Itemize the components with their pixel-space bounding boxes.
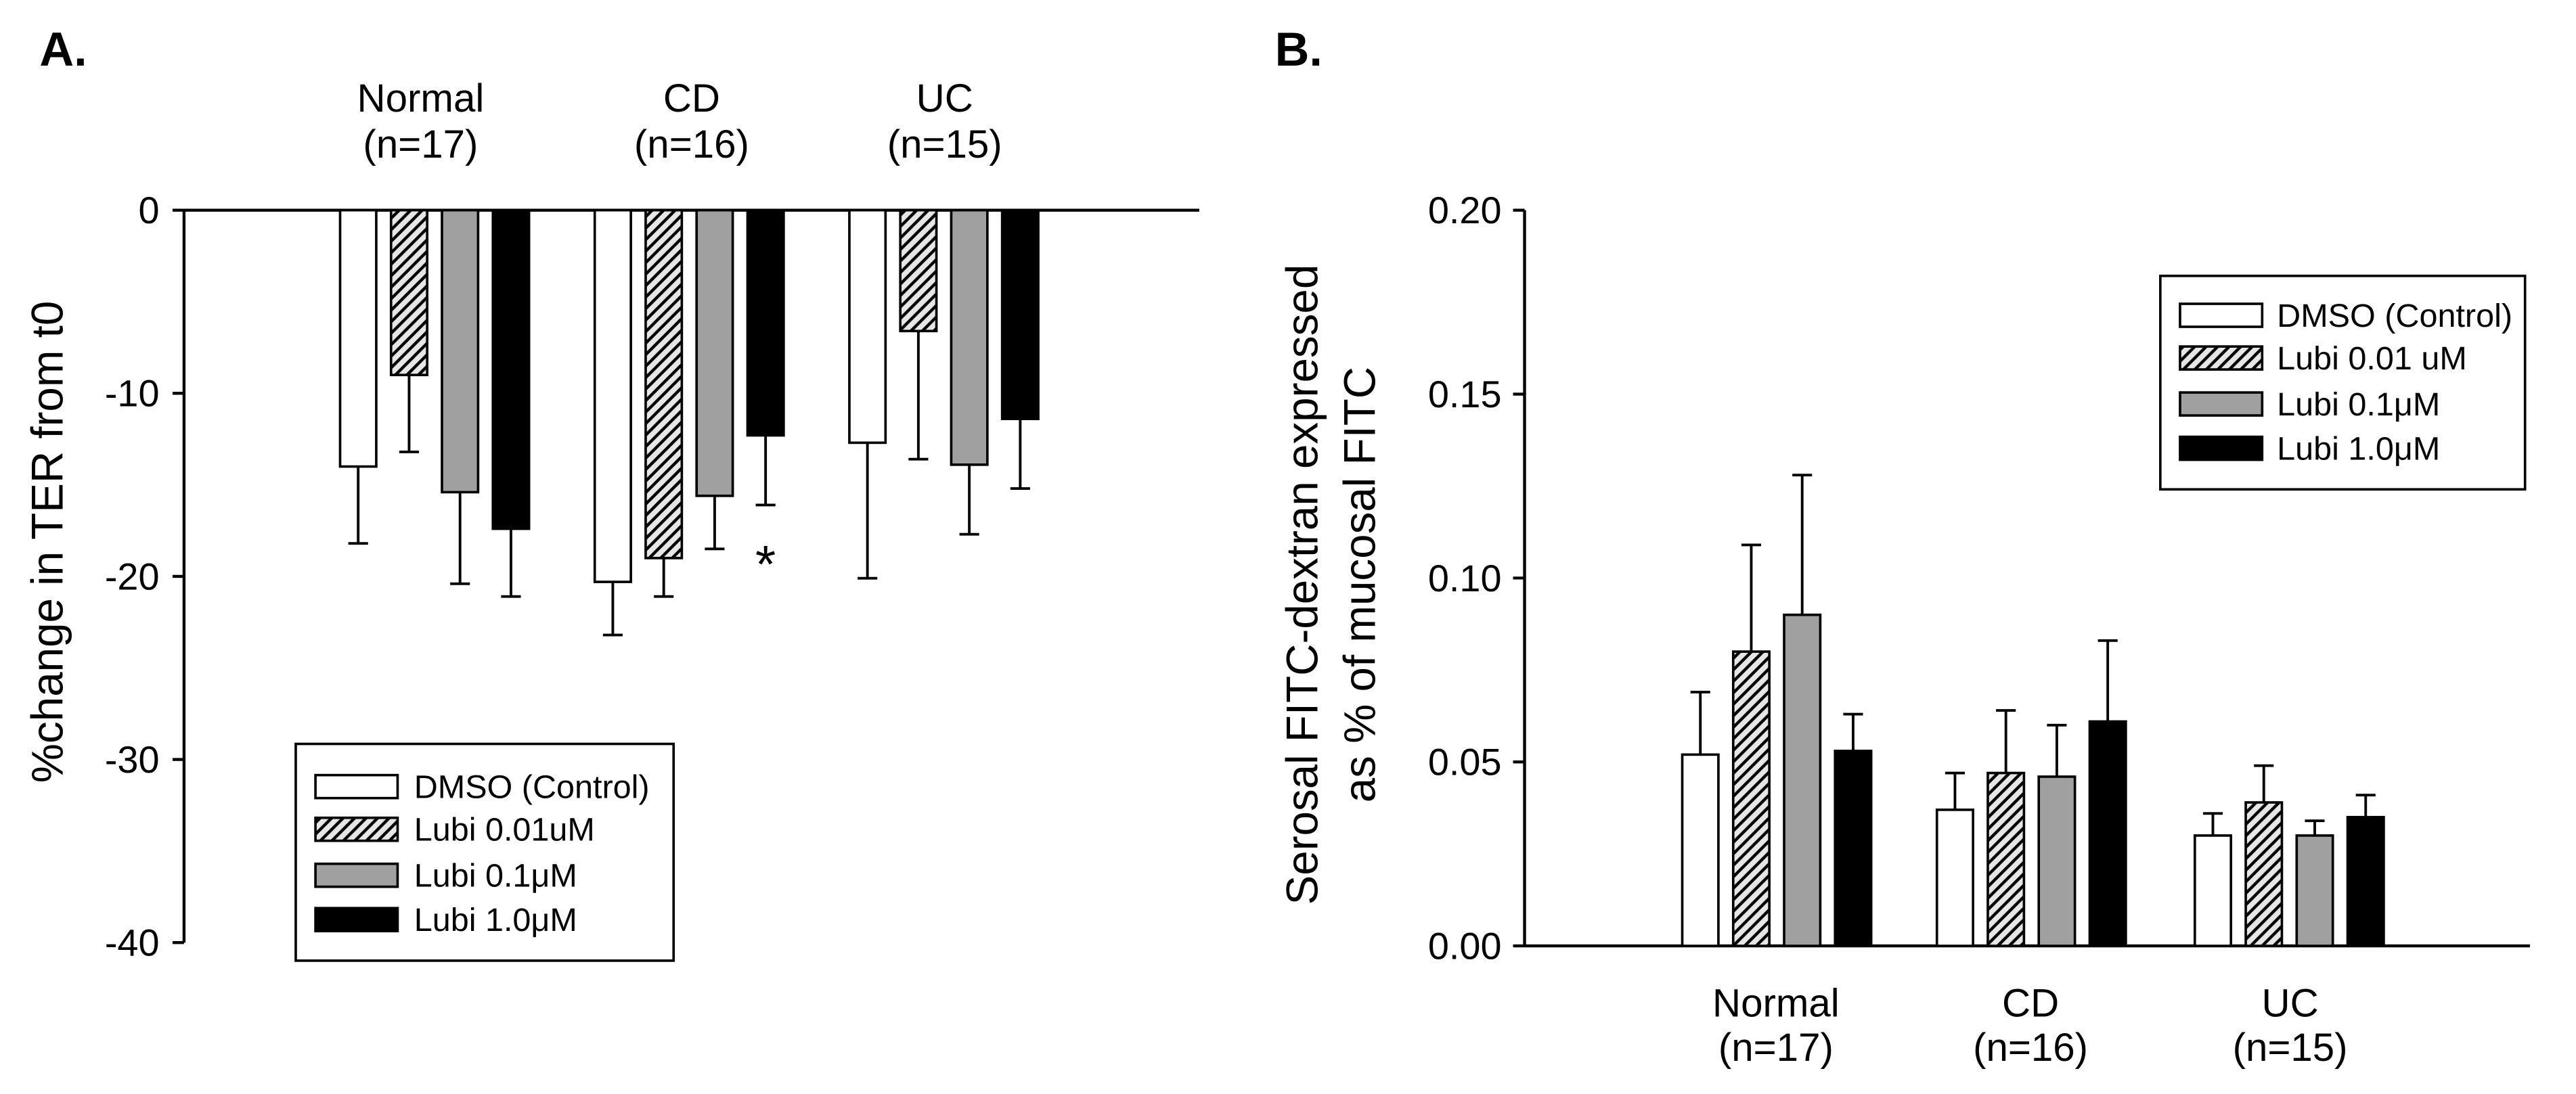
legend-swatch-lubi-0-1um [314,862,399,888]
legend-label-dmso-control: DMSO (Control) [2277,298,2512,334]
legend-swatch-lubi-1-0um [2179,435,2264,461]
bar-uc-dmso-control [2193,834,2233,947]
category-label-normal: Normal [357,76,485,120]
category-n-label-normal: (n=17) [363,122,478,166]
bar-cd-lubi-0-01-um [1986,771,2026,947]
bar-cd-dmso-control [593,208,632,583]
bar-uc-lubi-0-1um [950,208,989,466]
legend-label-lubi-1-0um: Lubi 1.0μM [2277,431,2440,468]
legend-swatch-lubi-0-01-um [2179,345,2264,371]
category-n-label-uc: (n=15) [887,122,1002,166]
legend-swatch-lubi-1-0um [314,907,399,933]
y-tick-label: 0.20 [1428,189,1502,231]
bar-normal-lubi-0-1um [441,208,480,494]
category-label-cd: CD [663,76,720,120]
y-tick-label: -10 [105,372,160,415]
bar-cd-dmso-control [1935,808,1974,947]
category-label-normal: Normal [1712,981,1840,1025]
legend-label-lubi-0-01-um: Lubi 0.01 uM [2277,340,2467,377]
y-axis-title: as % of mucosal FITC [1335,367,1385,802]
bar-uc-lubi-0-01um [899,208,938,333]
bar-normal-lubi-0-1um [1783,613,1822,947]
panel-label: A. [39,22,87,76]
bar-cd-lubi-0-01um [644,208,684,560]
y-tick-label: 0.15 [1428,373,1502,415]
legend-label-lubi-1-0um: Lubi 1.0μM [414,902,577,938]
panel-a: A. 0 -10 -20 -30 -40 %change in TER from t0 Nor… [22,22,1199,964]
category-label-uc: UC [2262,981,2319,1025]
y-tick-label: 0 [138,189,159,231]
y-tick-label: 0.00 [1428,924,1502,967]
y-tick-label: -40 [105,921,160,964]
legend-label-dmso-control: DMSO (Control) [414,769,650,806]
bar-uc-dmso-control [848,208,887,445]
bar-uc-lubi-0-1um [2295,834,2334,947]
bar-cd-lubi-1-0um [746,208,785,437]
legend-label-lubi-0-1um: Lubi 0.1μM [2277,386,2440,423]
legend-swatch-dmso-control [2179,302,2264,328]
legend-label-lubi-0-1um: Lubi 0.1μM [414,858,577,894]
category-label-cd: CD [2002,981,2059,1025]
bar-normal-lubi-1-0um [1834,750,1873,947]
y-axis-title: Serosal FITC-dextran expressed [1278,265,1327,905]
category-n-label-uc: (n=15) [2233,1026,2348,1070]
bar-normal-dmso-control [338,208,378,468]
bar-cd-lubi-0-1um [2037,775,2077,947]
bar-normal-lubi-1-0um [491,208,531,530]
significance-asterisk: * [755,535,776,593]
bar-normal-dmso-control [1681,753,1720,947]
y-axis-title: %change in TER from t0 [22,301,72,783]
legend-swatch-lubi-0-01um [314,816,399,842]
y-tick-label: 0.10 [1428,557,1502,599]
bar-normal-lubi-0-01um [389,208,428,377]
y-tick-label: 0.05 [1428,741,1502,783]
y-tick-label: -30 [105,738,160,781]
legend-label-lubi-0-01um: Lubi 0.01uM [414,812,595,848]
y-tick-label: -20 [105,555,160,597]
bar-cd-lubi-0-1um [695,208,734,497]
category-label-uc: UC [916,76,973,120]
panel-label: B. [1275,22,1323,76]
bar-cd-lubi-1-0um [2088,720,2127,947]
bar-uc-lubi-1-0um [2346,815,2385,947]
category-n-label-normal: (n=17) [1718,1026,1834,1070]
category-n-label-cd: (n=16) [634,122,749,166]
bar-uc-lubi-1-0um [1000,208,1040,421]
panel-b: B. 0.00 0.05 0.10 0.15 0.20 Serosal FITC-dextr… [1275,22,2530,1070]
category-n-label-cd: (n=16) [1973,1026,2088,1070]
bar-normal-lubi-0-01-um [1731,650,1771,947]
bar-uc-lubi-0-01-um [2244,801,2284,947]
legend-swatch-dmso-control [314,773,399,800]
legend-swatch-lubi-0-1um [2179,391,2264,417]
